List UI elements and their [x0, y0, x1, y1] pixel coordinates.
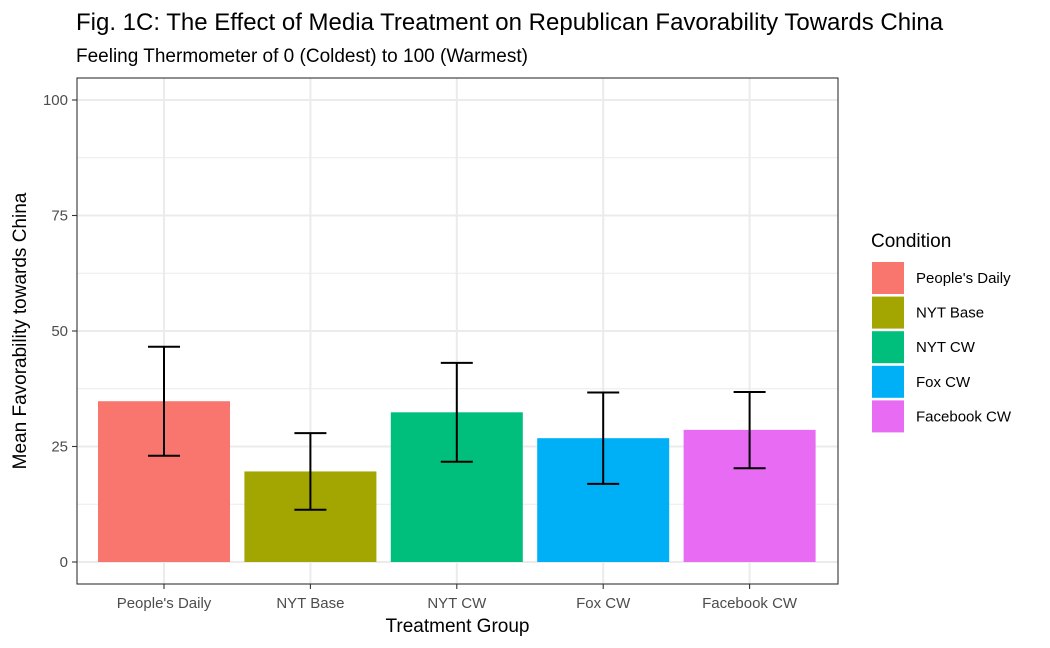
plot-panel — [76, 77, 839, 585]
y-tick-label: 25 — [51, 439, 68, 456]
legend-item: People's Daily — [872, 262, 1011, 294]
x-tick-label: Facebook CW — [702, 595, 798, 612]
legend: Condition People's Daily NYT Base NYT CW Fo… — [871, 231, 1012, 433]
legend-items: People's Daily NYT Base NYT CW Fox CW Facebo… — [872, 262, 1012, 433]
y-axis-title: Mean Favorability towards China — [10, 192, 31, 469]
legend-key — [872, 296, 904, 329]
legend-label: NYT Base — [916, 305, 984, 322]
legend-key — [872, 331, 904, 364]
legend-item: Fox CW — [872, 365, 971, 398]
y-tick-label: 75 — [51, 208, 68, 225]
chart-subtitle: Feeling Thermometer of 0 (Coldest) to 10… — [76, 46, 528, 67]
x-tick-label: NYT Base — [276, 595, 344, 612]
legend-item: NYT CW — [872, 331, 976, 364]
x-tick-label: People's Daily — [117, 595, 212, 612]
error-bar — [294, 432, 327, 511]
error-bar — [733, 390, 766, 470]
error-bar — [587, 391, 620, 485]
x-axis: People's Daily NYT Base NYT CW Fox CW Facebo… — [117, 584, 798, 612]
legend-label: Fox CW — [916, 374, 971, 391]
error-bar — [440, 361, 473, 463]
y-tick-label: 0 — [60, 554, 68, 571]
x-axis-title: Treatment Group — [386, 616, 530, 637]
legend-label: NYT CW — [916, 339, 976, 356]
legend-key — [872, 365, 904, 398]
legend-title: Condition — [871, 231, 951, 252]
legend-item: Facebook CW — [872, 400, 1012, 433]
legend-key — [872, 400, 904, 433]
legend-label: People's Daily — [916, 270, 1011, 287]
chart-title: Fig. 1C: The Effect of Media Treatment o… — [76, 9, 944, 36]
legend-key — [872, 262, 904, 294]
y-tick-label: 50 — [51, 323, 68, 340]
y-axis: 0 25 50 75 100 — [43, 92, 77, 571]
error-bars — [148, 345, 766, 511]
x-tick-label: NYT CW — [427, 595, 487, 612]
y-tick-label: 100 — [43, 92, 68, 109]
x-tick-label: Fox CW — [576, 595, 631, 612]
legend-label: Facebook CW — [916, 408, 1012, 425]
legend-item: NYT Base — [872, 296, 984, 329]
error-bar — [148, 345, 180, 457]
